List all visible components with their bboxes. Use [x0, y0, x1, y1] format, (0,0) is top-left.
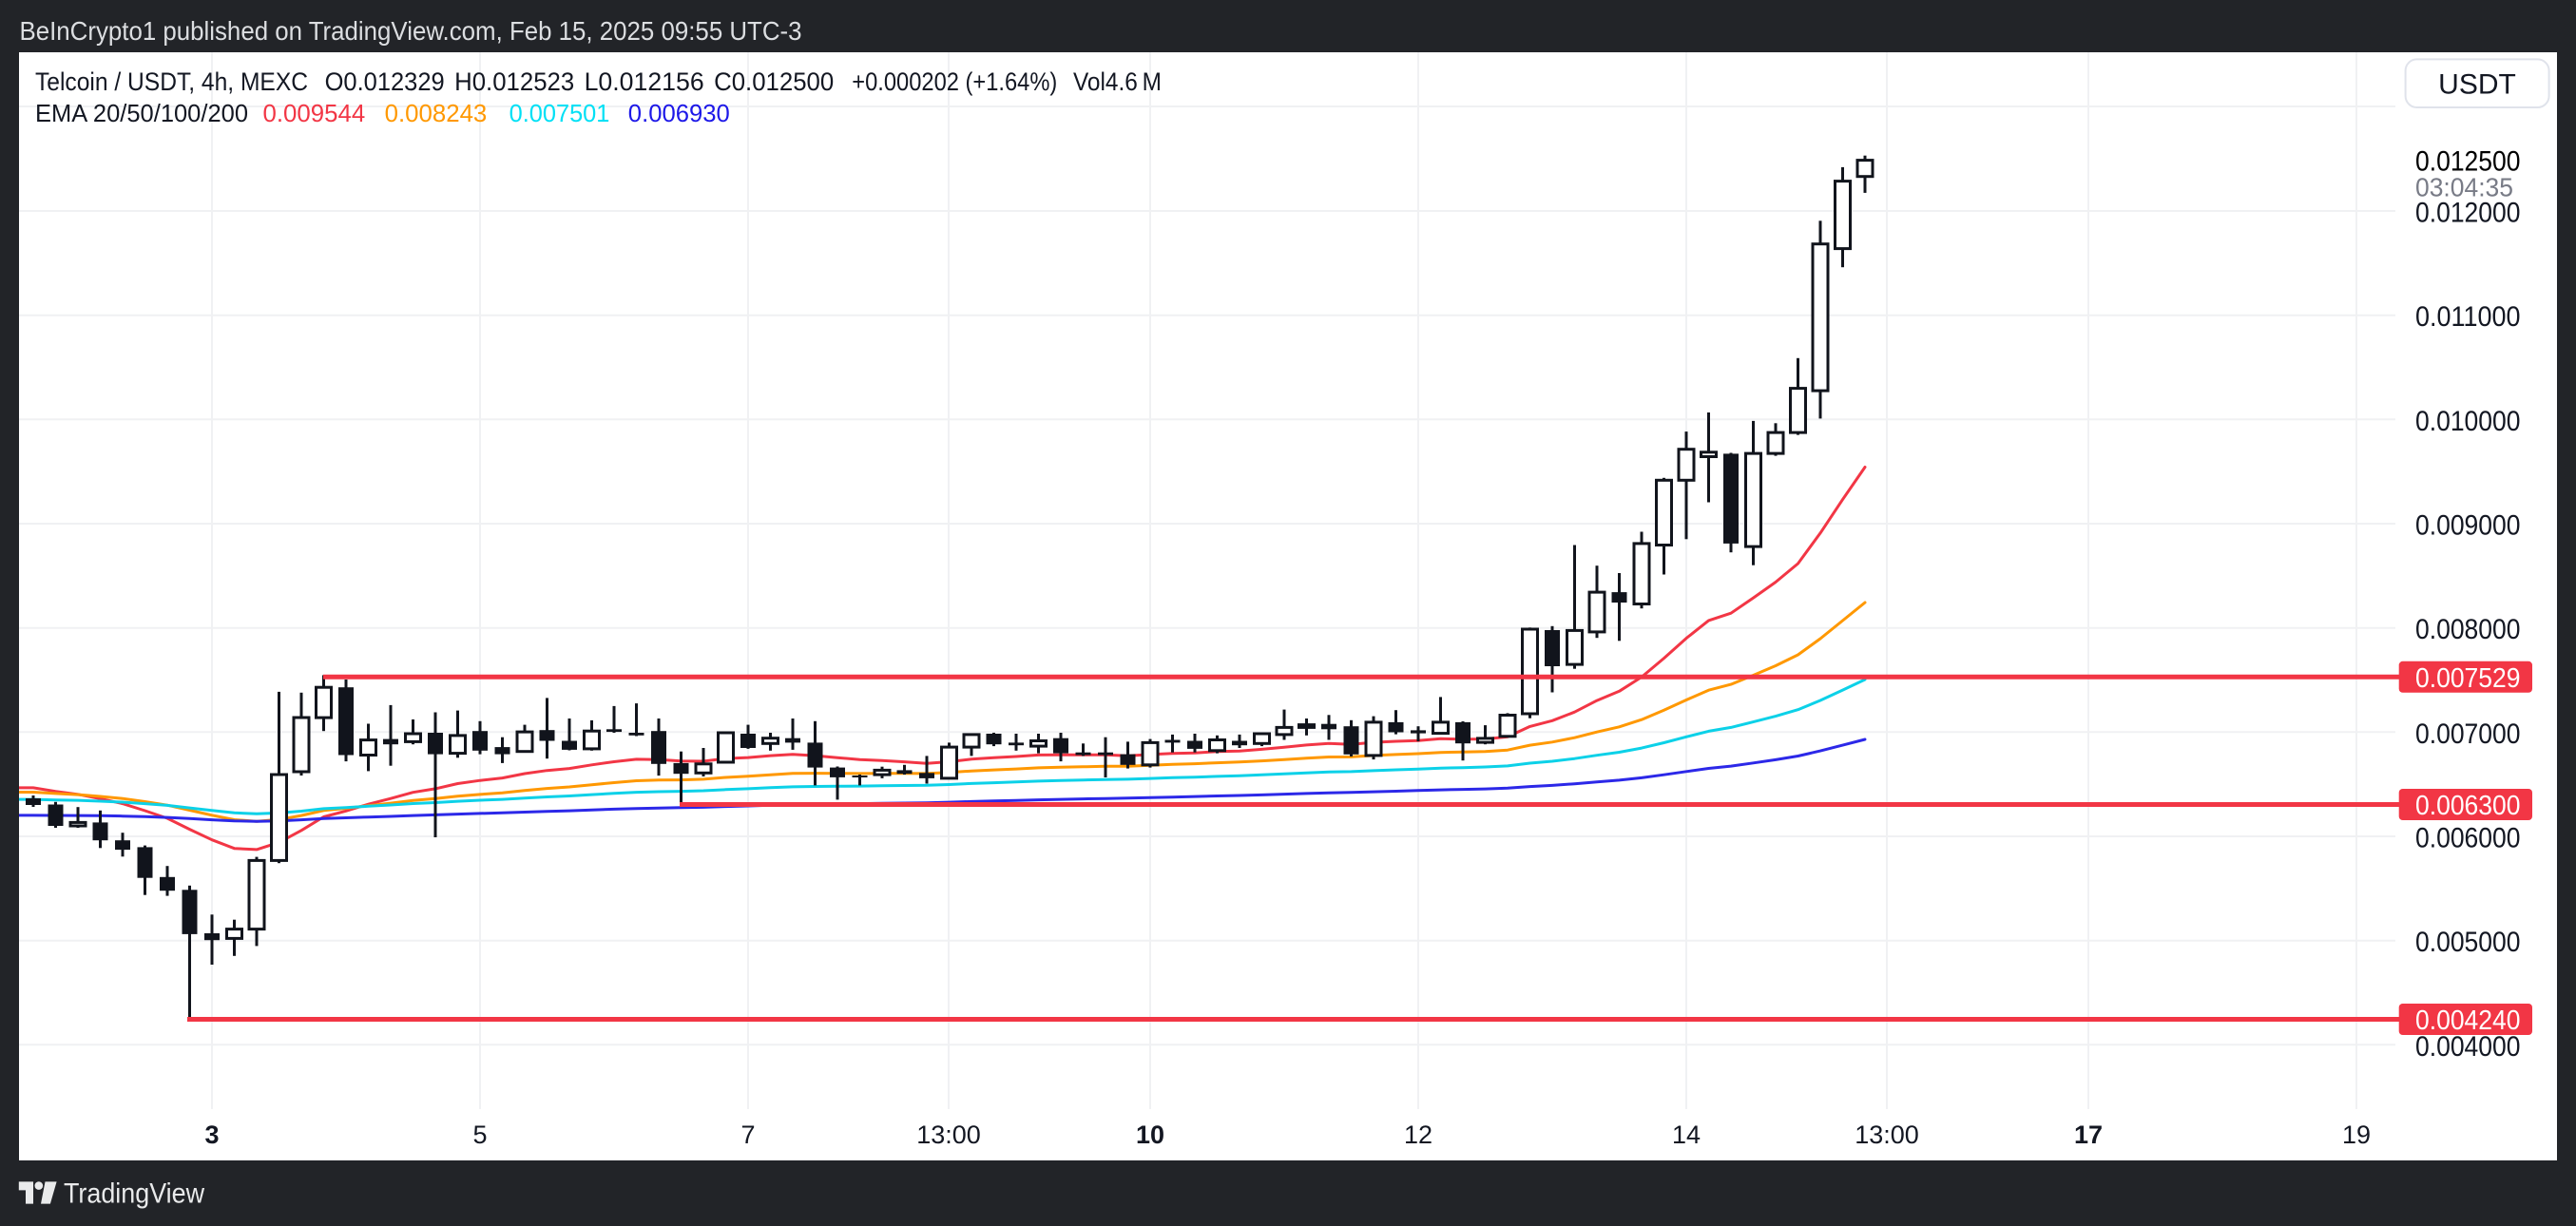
svg-text:0.007529: 0.007529	[2415, 663, 2521, 694]
svg-text:O0.012329: O0.012329	[325, 67, 445, 96]
svg-text:Telcoin / USDT, 4h, MEXC: Telcoin / USDT, 4h, MEXC	[35, 67, 308, 96]
svg-text:0.008000: 0.008000	[2415, 614, 2521, 645]
svg-text:0.006930: 0.006930	[628, 99, 730, 127]
svg-text:3: 3	[204, 1121, 219, 1149]
svg-text:12: 12	[1404, 1121, 1432, 1149]
svg-text:0.006300: 0.006300	[2415, 791, 2521, 821]
svg-text:0.008243: 0.008243	[385, 99, 488, 127]
svg-text:19: 19	[2342, 1121, 2371, 1149]
svg-text:10: 10	[1136, 1121, 1164, 1149]
svg-text:H0.012523: H0.012523	[454, 67, 574, 96]
svg-text:Vol4.6 M: Vol4.6 M	[1073, 67, 1162, 96]
svg-text:17: 17	[2074, 1121, 2103, 1149]
svg-text:0.009000: 0.009000	[2415, 510, 2521, 542]
svg-text:TradingView: TradingView	[64, 1178, 204, 1210]
svg-text:+0.000202 (+1.64%): +0.000202 (+1.64%)	[852, 67, 1057, 96]
svg-text:14: 14	[1672, 1121, 1701, 1149]
svg-text:03:04:35: 03:04:35	[2415, 173, 2513, 202]
svg-text:0.005000: 0.005000	[2415, 927, 2521, 958]
svg-text:0.004000: 0.004000	[2415, 1031, 2521, 1063]
svg-text:0.004240: 0.004240	[2415, 1006, 2521, 1036]
svg-text:7: 7	[740, 1121, 755, 1149]
svg-text:13:00: 13:00	[1855, 1121, 1919, 1149]
svg-text:13:00: 13:00	[916, 1121, 981, 1149]
svg-text:0.012500: 0.012500	[2415, 146, 2521, 178]
svg-text:0.009544: 0.009544	[263, 99, 366, 127]
svg-text:0.007000: 0.007000	[2415, 718, 2521, 750]
svg-text:0.007501: 0.007501	[509, 99, 610, 127]
svg-text:BeInCrypto1 published on Tradi: BeInCrypto1 published on TradingView.com…	[20, 16, 802, 46]
svg-text:0.012000: 0.012000	[2415, 198, 2521, 229]
svg-text:EMA 20/50/100/200: EMA 20/50/100/200	[35, 99, 248, 127]
svg-text:L0.012156: L0.012156	[585, 67, 704, 96]
svg-text:5: 5	[472, 1121, 487, 1149]
svg-text:0.010000: 0.010000	[2415, 406, 2521, 437]
svg-text:0.011000: 0.011000	[2415, 301, 2521, 333]
svg-text:C0.012500: C0.012500	[714, 67, 834, 96]
svg-text:0.006000: 0.006000	[2415, 823, 2521, 854]
svg-text:USDT: USDT	[2438, 69, 2516, 101]
